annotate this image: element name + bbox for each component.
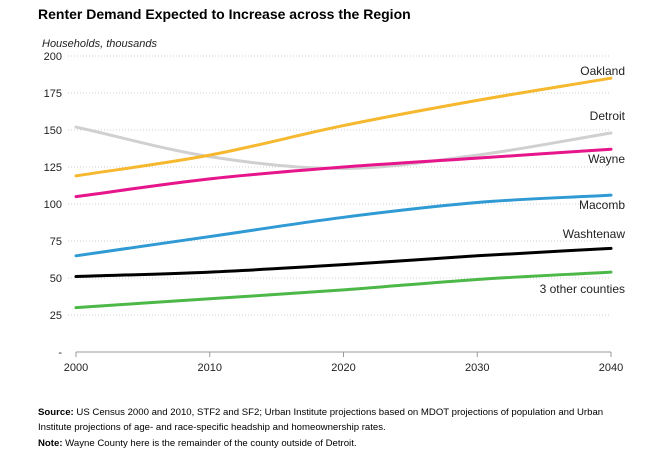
chart-title: Renter Demand Expected to Increase acros…	[38, 6, 411, 22]
y-axis-label: Households, thousands	[42, 38, 157, 50]
y-tick-label: 100	[44, 199, 62, 211]
x-axis	[75, 351, 612, 357]
series-line-detroit	[74, 125, 613, 170]
x-tick-label: 2030	[465, 362, 489, 374]
gridlines	[68, 55, 611, 316]
series-line-washtenaw	[74, 246, 613, 279]
y-tick-label: 125	[44, 162, 62, 174]
y-tick-label: 150	[44, 125, 62, 137]
x-tick-label: 2010	[198, 362, 222, 374]
series-label-detroit: Detroit	[590, 109, 626, 123]
y-tick-label: 200	[44, 51, 62, 63]
series-line-3-other-counties	[74, 270, 613, 310]
series-line-wayne	[74, 147, 613, 199]
series-labels: Oakland Detroit Wayne Macomb Washtenaw 3 othe…	[540, 64, 626, 296]
series-line-oakland	[74, 76, 613, 178]
x-tick-label: 2040	[599, 362, 623, 374]
series-line-macomb	[74, 193, 613, 258]
x-tick-labels: 2000 2010 2020 2030 2040	[64, 362, 623, 374]
footnote: Note: Wayne County here is the remainder…	[38, 436, 638, 451]
y-tick-labels: 200 175 150 125 100 75 50 25 -	[44, 51, 63, 359]
y-tick-label: 175	[44, 88, 62, 100]
note-label: Note:	[38, 438, 63, 449]
series-label-washtenaw: Washtenaw	[563, 227, 626, 241]
y-tick-label: 25	[50, 310, 62, 322]
note-text: Wayne County here is the remainder of th…	[62, 438, 357, 449]
series-lines	[74, 76, 613, 310]
source-note: Source: US Census 2000 and 2010, STF2 an…	[38, 405, 638, 435]
y-tick-label: 75	[50, 236, 62, 248]
series-label-macomb: Macomb	[579, 198, 625, 212]
y-tick-label: -	[58, 347, 62, 359]
source-label: Source:	[38, 407, 74, 418]
series-label-3-other-counties: 3 other counties	[540, 282, 625, 296]
x-tick-label: 2020	[331, 362, 355, 374]
source-text: US Census 2000 and 2010, STF2 and SF2; U…	[38, 407, 604, 433]
series-label-wayne: Wayne	[588, 152, 625, 166]
y-tick-label: 50	[50, 273, 62, 285]
series-label-oakland: Oakland	[580, 64, 625, 78]
x-tick-label: 2000	[64, 362, 88, 374]
line-chart: 200 175 150 125 100 75 50 25 - Households, thous…	[42, 38, 626, 374]
